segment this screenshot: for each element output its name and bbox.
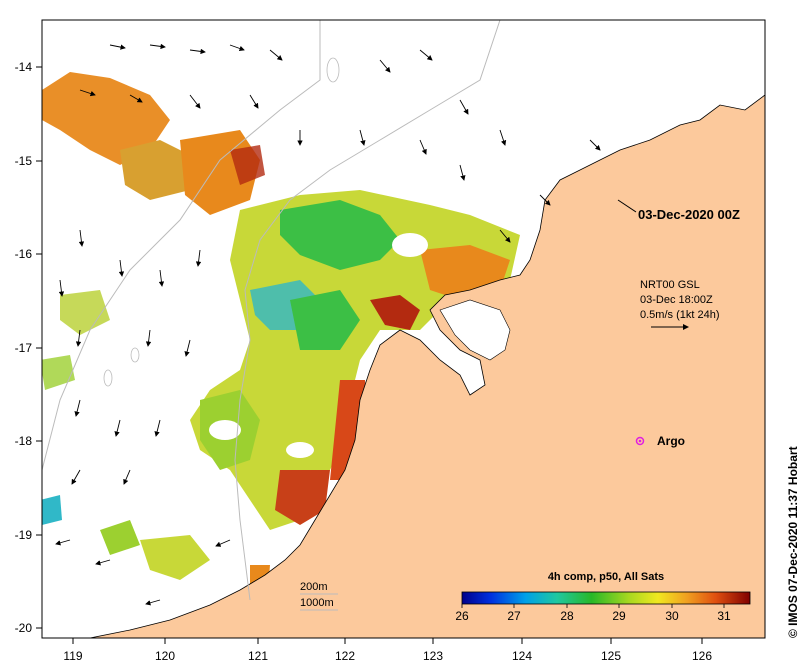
- colorbar-tick: 27: [507, 609, 521, 623]
- colorbar-tick: 29: [612, 609, 626, 623]
- depth-legend-200m: 200m: [300, 581, 328, 593]
- axis-ticks: [36, 66, 703, 644]
- y-tick-label: -16: [15, 247, 33, 261]
- x-tick-label: 126: [692, 649, 712, 663]
- plot-frame: [41, 19, 766, 639]
- current-info-line1: NRT00 GSL: [640, 279, 700, 291]
- depth-legend-1000m: 1000m: [300, 597, 334, 609]
- colorbar-tick: 31: [717, 609, 731, 623]
- land-mass: [89, 20, 765, 638]
- x-tick-label: 120: [155, 649, 175, 663]
- colorbar-title: 4h comp, p50, All Sats: [548, 571, 664, 583]
- y-tick-label: -18: [15, 434, 33, 448]
- colorbar-tick: 28: [560, 609, 574, 623]
- x-tick-label: 125: [601, 649, 621, 663]
- colorbar: 4h comp, p50, All Sats 26 27 28 29 30 31: [455, 571, 762, 629]
- current-info-line3: 0.5m/s (1kt 24h): [640, 309, 719, 321]
- y-tick-label: -15: [15, 154, 33, 168]
- colorbar-tick: 26: [455, 609, 469, 623]
- argo-marker: [635, 436, 645, 446]
- x-tick-label: 119: [63, 649, 82, 663]
- colorbar-tick: 30: [665, 609, 679, 623]
- current-info: NRT00 GSL 03-Dec 18:00Z 0.5m/s (1kt 24h): [640, 279, 719, 321]
- x-tick-label: 124: [512, 649, 532, 663]
- sst-field: [42, 72, 520, 590]
- y-tick-label: -14: [15, 60, 33, 74]
- y-tick-label: -19: [15, 528, 33, 542]
- y-tick-label: -17: [15, 341, 33, 355]
- x-tick-label: 123: [423, 649, 443, 663]
- date-label: 03-Dec-2020 00Z: [638, 207, 740, 222]
- x-tick-label: 122: [335, 649, 355, 663]
- depth-legend: 200m 1000m: [300, 581, 338, 611]
- current-vectors: [55, 43, 601, 606]
- credit-label: © IMOS 07-Dec-2020 11:37 Hobart: [786, 446, 800, 638]
- x-tick-label: 121: [248, 649, 268, 663]
- bathymetry-1000m: [42, 20, 321, 471]
- y-tick-label: -20: [15, 621, 33, 635]
- argo-label: Argo: [657, 434, 685, 448]
- bathymetry-200m: [234, 20, 501, 601]
- current-info-line2: 03-Dec 18:00Z: [640, 294, 713, 306]
